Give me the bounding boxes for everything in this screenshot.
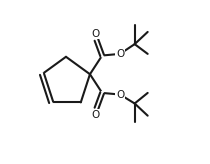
Text: O: O: [92, 110, 100, 120]
Text: O: O: [116, 90, 124, 100]
Text: O: O: [92, 29, 100, 39]
Text: O: O: [116, 49, 124, 59]
